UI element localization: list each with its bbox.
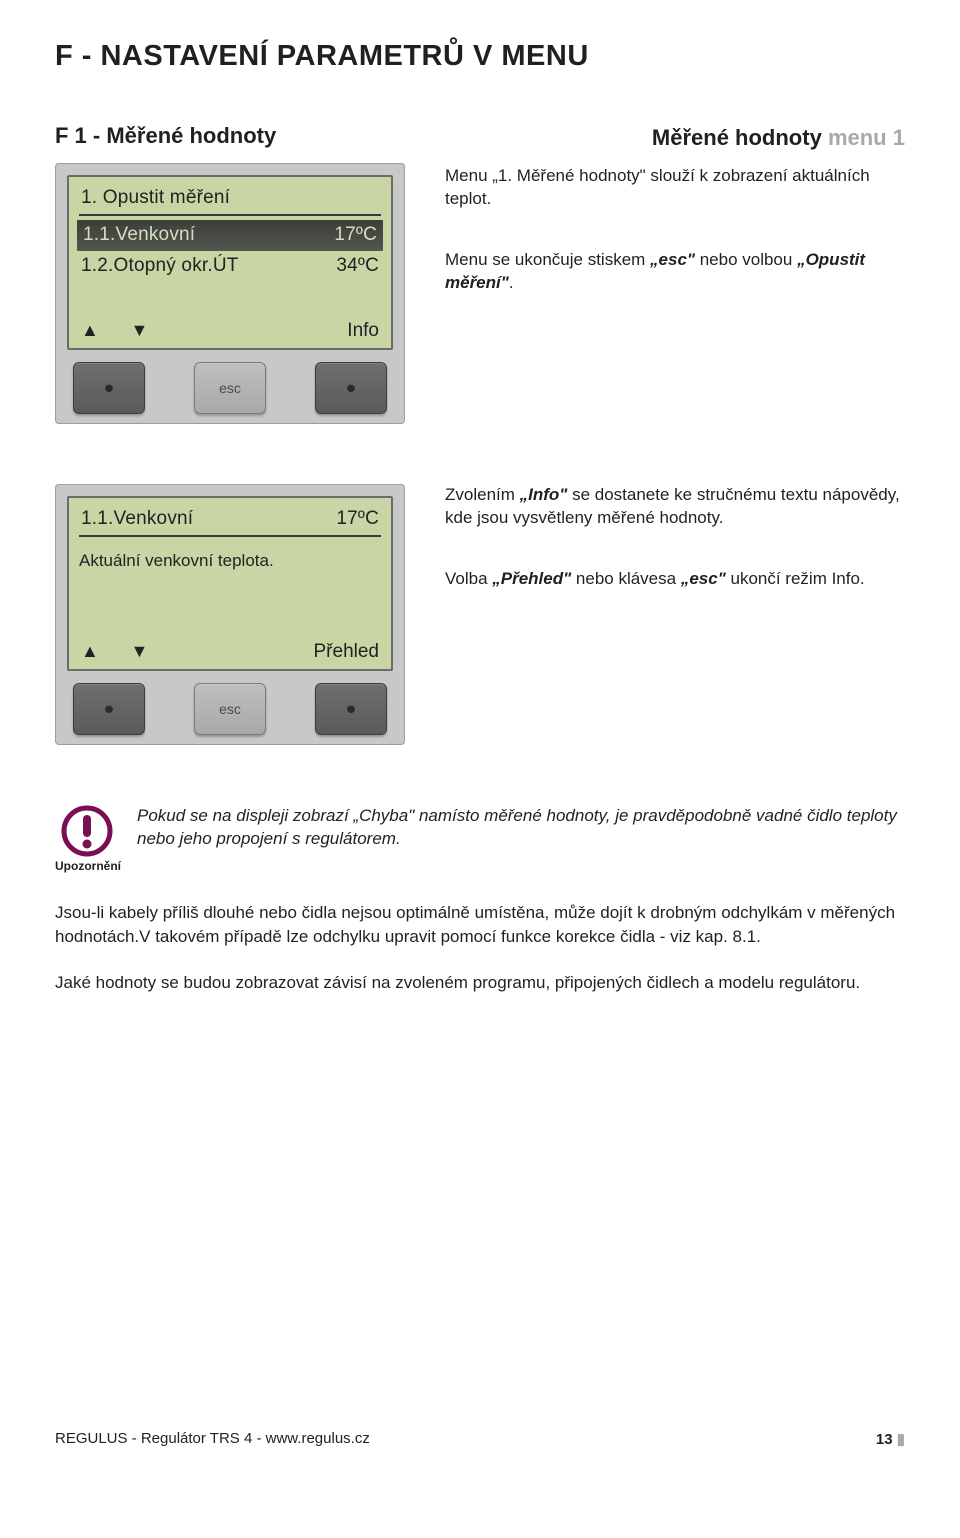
hw-button-left[interactable] [73, 362, 145, 414]
device-screenshot-2: 1.1.Venkovní 17ºC Aktuální venkovní tepl… [55, 484, 405, 745]
hw-button-left[interactable] [73, 683, 145, 735]
footer-page: 13 ▮ [876, 1430, 905, 1448]
arrow-up-icon: ▲ [81, 320, 99, 340]
subsection-title: F 1 - Měřené hodnoty [55, 123, 405, 149]
arrow-down-icon: ▼ [131, 641, 149, 661]
arrow-up-icon: ▲ [81, 641, 99, 661]
footer-bar: ▮ [897, 1431, 905, 1448]
lcd2-row1-value: 17ºC [336, 508, 379, 531]
device-screenshot-1: 1. Opustit měření 1.1.Venkovní 17ºC 1.2.… [55, 163, 405, 424]
lcd1-title-label: 1. Opustit měření [81, 187, 230, 210]
lcd2-row1: 1.1.Venkovní 17ºC [79, 506, 381, 533]
chapter-title: F - NASTAVENÍ PARAMETRŮ V MENU [55, 40, 905, 73]
section-2: 1.1.Venkovní 17ºC Aktuální venkovní tepl… [55, 484, 905, 745]
para-2a: Zvolením „Info" se dostanete ke stručném… [445, 484, 905, 530]
footer-left: REGULUS - Regulátor TRS 4 - www.regulus.… [55, 1430, 370, 1448]
lcd2-bottom-bar: ▲ ▼ Přehled [81, 641, 379, 663]
para-2a-pre: Zvolením [445, 485, 520, 504]
warning-block: Upozornění Pokud se na displeji zobrazí … [55, 805, 905, 873]
para-2a-i1: „Info" [520, 485, 568, 504]
body-paragraph-1: Jsou-li kabely příliš dlouhé nebo čidla … [55, 901, 905, 949]
para-2b-mid: nebo klávesa [571, 569, 681, 588]
lcd1-row2: 1.2.Otopný okr.ÚT 34ºC [79, 253, 381, 280]
para-1b-i1: „esc" [650, 250, 695, 269]
arrow-down-icon: ▼ [131, 320, 149, 340]
lcd-divider [79, 535, 381, 537]
menu-tag-word: menu [828, 125, 887, 150]
para-1b: Menu se ukončuje stiskem „esc" nebo volb… [445, 249, 905, 295]
para-2b: Volba „Přehled" nebo klávesa „esc" ukonč… [445, 568, 905, 591]
lcd2-desc: Aktuální venkovní teplota. [79, 551, 381, 571]
button-row-1: esc [67, 362, 393, 414]
section-1: F 1 - Měřené hodnoty 1. Opustit měření 1… [55, 123, 905, 424]
lcd1-row2-label: 1.2.Otopný okr.ÚT [81, 255, 239, 278]
hw-button-esc[interactable]: esc [194, 683, 266, 735]
lcd1-row-selected: 1.1.Venkovní 17ºC [77, 220, 383, 251]
lcd1-title-row: 1. Opustit měření [79, 185, 381, 212]
para-1b-mid: nebo volbou [695, 250, 797, 269]
para-1b-post: . [509, 273, 514, 292]
lcd1-row2-value: 34ºC [336, 255, 379, 278]
lcd1-row1-label: 1.1.Venkovní [83, 224, 195, 247]
warning-icon: Upozornění [55, 805, 119, 873]
hw-button-right[interactable] [315, 362, 387, 414]
menu-tag: Měřené hodnoty menu 1 [445, 123, 905, 153]
menu-tag-num: 1 [893, 125, 905, 150]
footer-page-num: 13 [876, 1431, 893, 1448]
lcd1-info-label: Info [347, 320, 379, 342]
lcd1-bottom-bar: ▲ ▼ Info [81, 320, 379, 342]
lcd1-row1-value: 17ºC [334, 224, 377, 247]
para-1a: Menu „1. Měřené hodnoty" slouží k zobraz… [445, 165, 905, 211]
warning-caption: Upozornění [55, 859, 119, 873]
body-paragraph-2: Jaké hodnoty se budou zobrazovat závisí … [55, 971, 905, 995]
para-2b-i1: „Přehled" [492, 569, 571, 588]
para-1b-pre: Menu se ukončuje stiskem [445, 250, 650, 269]
button-row-2: esc [67, 683, 393, 735]
para-2b-post: ukončí režim Info. [726, 569, 865, 588]
lcd-screen-1: 1. Opustit měření 1.1.Venkovní 17ºC 1.2.… [67, 175, 393, 350]
hw-button-right[interactable] [315, 683, 387, 735]
hw-button-esc[interactable]: esc [194, 362, 266, 414]
lcd-divider [79, 214, 381, 216]
lcd-screen-2: 1.1.Venkovní 17ºC Aktuální venkovní tepl… [67, 496, 393, 671]
para-2b-i2: „esc" [681, 569, 726, 588]
para-2b-pre: Volba [445, 569, 492, 588]
lcd2-overview-label: Přehled [314, 641, 380, 663]
lcd2-row1-label: 1.1.Venkovní [81, 508, 193, 531]
warning-text: Pokud se na displeji zobrazí „Chyba" nam… [137, 805, 905, 873]
menu-tag-label: Měřené hodnoty [652, 125, 822, 150]
page-footer: REGULUS - Regulátor TRS 4 - www.regulus.… [55, 1430, 905, 1448]
